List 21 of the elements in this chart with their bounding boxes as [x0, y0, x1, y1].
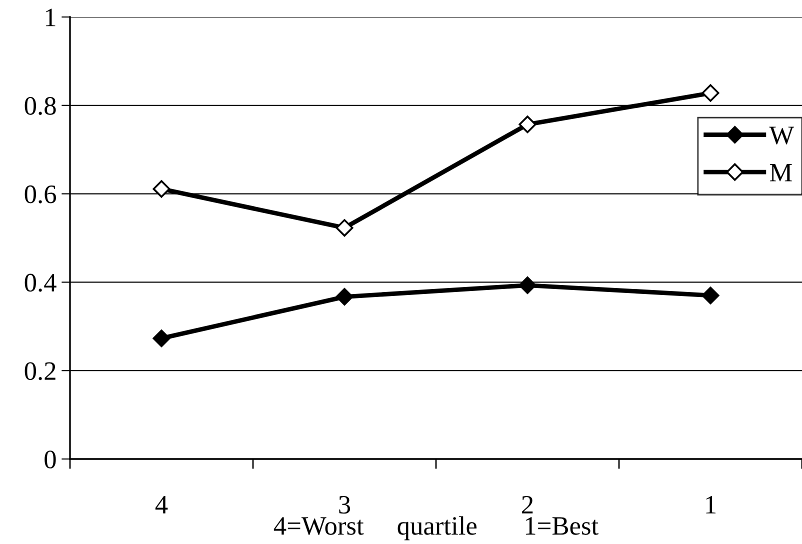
- point: [336, 219, 354, 237]
- y-tick-label: 0.4: [24, 274, 56, 292]
- y-tick-label: 0.2: [24, 362, 56, 380]
- y-tick-label: 0.6: [24, 185, 56, 204]
- y-tick-label: 0.8: [24, 97, 56, 115]
- legend-label: W: [769, 126, 794, 144]
- point: [518, 276, 536, 294]
- x-tick-label: 2: [522, 496, 533, 514]
- x-tick-label: 1: [706, 496, 716, 514]
- y-tick-label: 1: [46, 8, 56, 26]
- x-axis-title: 4=Worst quartile 1=Best: [274, 516, 598, 540]
- legend-label: M: [770, 164, 792, 182]
- point: [152, 330, 170, 348]
- point: [702, 286, 720, 304]
- x-tick-label: 4: [155, 496, 168, 514]
- y-tick-label: 0: [44, 450, 56, 468]
- point: [518, 116, 536, 134]
- x-tick-label: 3: [339, 496, 350, 514]
- point: [336, 288, 354, 306]
- point: [702, 84, 720, 102]
- point: [152, 180, 170, 198]
